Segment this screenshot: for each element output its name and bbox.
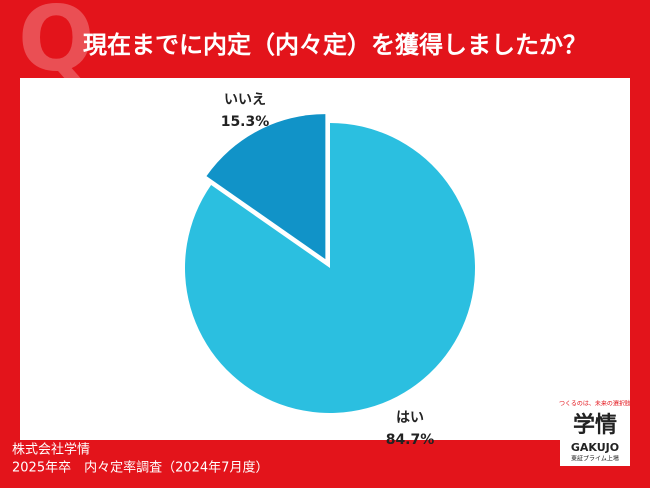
pie-slice — [206, 114, 326, 260]
footer-company: 株式会社学情 — [12, 442, 90, 458]
logo-name: 学情 — [573, 412, 617, 438]
logo-tagline: つくるのは、未来の選択肢 — [559, 400, 631, 408]
slice-label: いいえ — [224, 92, 266, 108]
logo-roman: GAKUJO — [571, 441, 619, 454]
logo-box — [560, 392, 630, 466]
logo-listing: 東証プライム上場 — [571, 455, 619, 463]
q-mark: Q — [18, 0, 95, 92]
value-label: 84.7% — [386, 432, 435, 448]
pie-slice — [185, 123, 475, 413]
value-label: 15.3% — [221, 114, 270, 130]
pie — [185, 114, 475, 413]
chart-title: 現在までに内定（内々定）を獲得しましたか？ — [83, 31, 587, 59]
slice-label: はい — [396, 410, 424, 426]
footer-survey: 2025年卒 内々定率調査（2024年7月度） — [12, 460, 268, 476]
